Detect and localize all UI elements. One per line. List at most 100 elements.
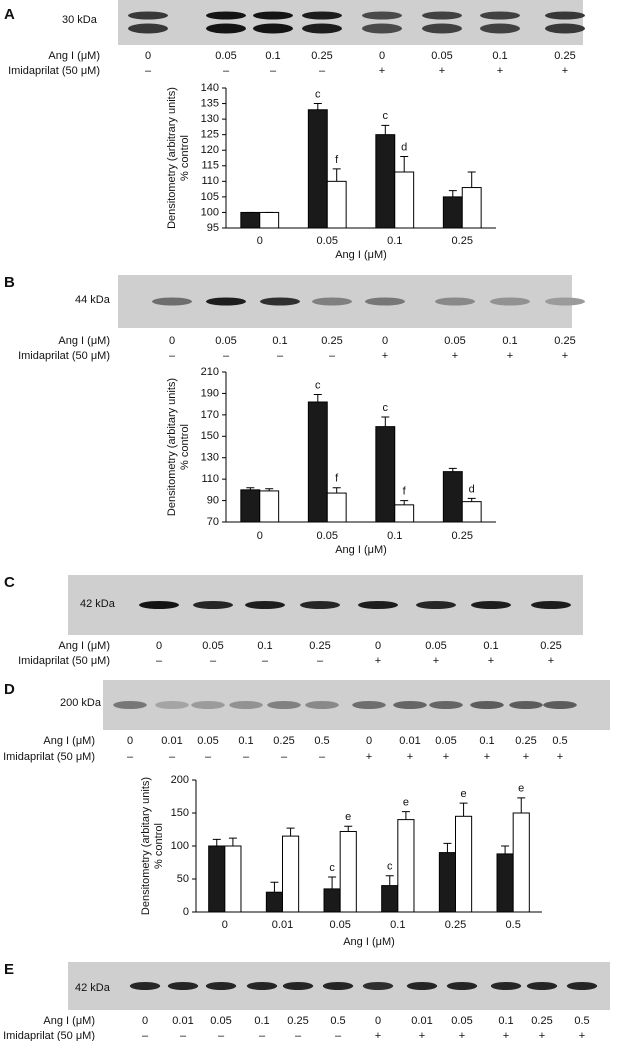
blot-band (152, 297, 192, 306)
significance-label: f (335, 154, 339, 166)
blot-band (362, 11, 402, 20)
x-axis-label: Ang I (μM) (335, 544, 387, 556)
error-bar (467, 171, 476, 188)
y-tick-label: 150 (171, 807, 189, 819)
imidaprilat-sign: – (156, 655, 163, 667)
dose-label: 0 (127, 735, 133, 747)
blot-band (480, 23, 520, 34)
y-tick-label: 210 (201, 366, 219, 378)
significance-label: c (383, 402, 389, 414)
imidaprilat-sign: – (145, 65, 152, 77)
significance-label: d (469, 483, 475, 495)
error-bar (385, 875, 394, 886)
error-bar (313, 103, 322, 110)
dose-label: 0.05 (425, 640, 446, 652)
dose-label: 0.5 (330, 1015, 345, 1027)
imidaprilat-sign: – (169, 751, 176, 763)
imidaprilat-sign: – (270, 65, 277, 77)
bar (224, 845, 242, 913)
dose-label: 0 (375, 1015, 381, 1027)
x-tick-label: 0.25 (452, 235, 473, 247)
blot-band (471, 601, 511, 609)
y-axis-label: Densitometry (arbitary units) (166, 378, 178, 516)
y-tick-label: 200 (171, 774, 189, 786)
dose-label: 0.25 (554, 335, 575, 347)
blot-band (128, 11, 168, 20)
dose-label: 0 (382, 335, 388, 347)
bar (461, 187, 482, 229)
blot-band (300, 601, 340, 609)
y-tick-label: 100 (201, 206, 219, 218)
blot-band (352, 701, 386, 709)
imidaprilat-sign: – (259, 1030, 266, 1041)
blot-band (253, 23, 293, 34)
imidaprilat-sign: + (484, 751, 490, 763)
dose-label: 0 (379, 50, 385, 62)
bar (307, 109, 328, 229)
x-tick-label: 0.05 (329, 919, 350, 931)
bar (381, 885, 399, 913)
significance-label: c (329, 862, 335, 874)
dose-label: 0.25 (321, 335, 342, 347)
imidaprilat-sign: + (366, 751, 372, 763)
imidaprilat-sign: + (497, 65, 503, 77)
imidaprilat-sign: – (169, 350, 176, 362)
y-tick-label: 110 (201, 175, 219, 187)
y-axis-label: Densitometry (arbitrary units) (166, 87, 178, 229)
bar (282, 835, 300, 913)
x-tick-label: 0.1 (387, 530, 402, 542)
x-tick-label: 0.05 (317, 530, 338, 542)
y-tick-label: 115 (201, 160, 219, 172)
bar (339, 830, 357, 913)
row-label: Imidaprilat (50 μM) (3, 1030, 95, 1041)
blot-band (139, 601, 179, 609)
dose-label: 0.05 (451, 1015, 472, 1027)
dose-label: 0.1 (483, 640, 498, 652)
blot-band (545, 23, 585, 34)
imidaprilat-sign: + (579, 1030, 585, 1041)
error-bar (270, 881, 279, 893)
panel-letter: D (4, 681, 15, 698)
blot-band (302, 11, 342, 20)
imidaprilat-sign: – (243, 751, 250, 763)
blot-band (543, 701, 577, 709)
imidaprilat-sign: + (375, 1030, 381, 1041)
blot-band (191, 701, 225, 709)
blot-band (167, 982, 199, 990)
y-axis-label: % control (153, 823, 165, 869)
blot-band (416, 601, 456, 609)
bar (496, 853, 514, 913)
significance-label: d (401, 141, 407, 153)
imidaprilat-sign: + (523, 751, 529, 763)
blot-band (129, 982, 161, 990)
imidaprilat-sign: – (277, 350, 284, 362)
bar (240, 489, 261, 523)
x-tick-label: 0.1 (387, 235, 402, 247)
y-axis-label: Densitometry (arbitary units) (140, 777, 152, 915)
imidaprilat-sign: – (335, 1030, 342, 1041)
dose-label: 0.25 (287, 1015, 308, 1027)
kda-label: 42 kDa (80, 598, 116, 610)
imidaprilat-sign: – (262, 655, 269, 667)
y-tick-label: 130 (201, 452, 219, 464)
bar (512, 812, 530, 913)
blot-band (422, 23, 462, 34)
dose-label: 0 (142, 1015, 148, 1027)
y-tick-label: 170 (201, 409, 219, 421)
kda-label: 30 kDa (62, 14, 98, 26)
dose-label: 0.1 (492, 50, 507, 62)
dose-label: 0.05 (444, 335, 465, 347)
significance-label: e (345, 811, 351, 823)
y-tick-label: 190 (201, 387, 219, 399)
blot-band (526, 982, 558, 990)
dose-label: 0.05 (215, 50, 236, 62)
x-tick-label: 0 (257, 235, 263, 247)
dose-label: 0.5 (552, 735, 567, 747)
error-bar (381, 416, 390, 427)
significance-label: e (461, 788, 467, 800)
imidaprilat-sign: + (548, 655, 554, 667)
blot-image (118, 0, 583, 45)
imidaprilat-sign: – (218, 1030, 225, 1041)
significance-label: f (335, 473, 339, 485)
dose-label: 0.5 (314, 735, 329, 747)
